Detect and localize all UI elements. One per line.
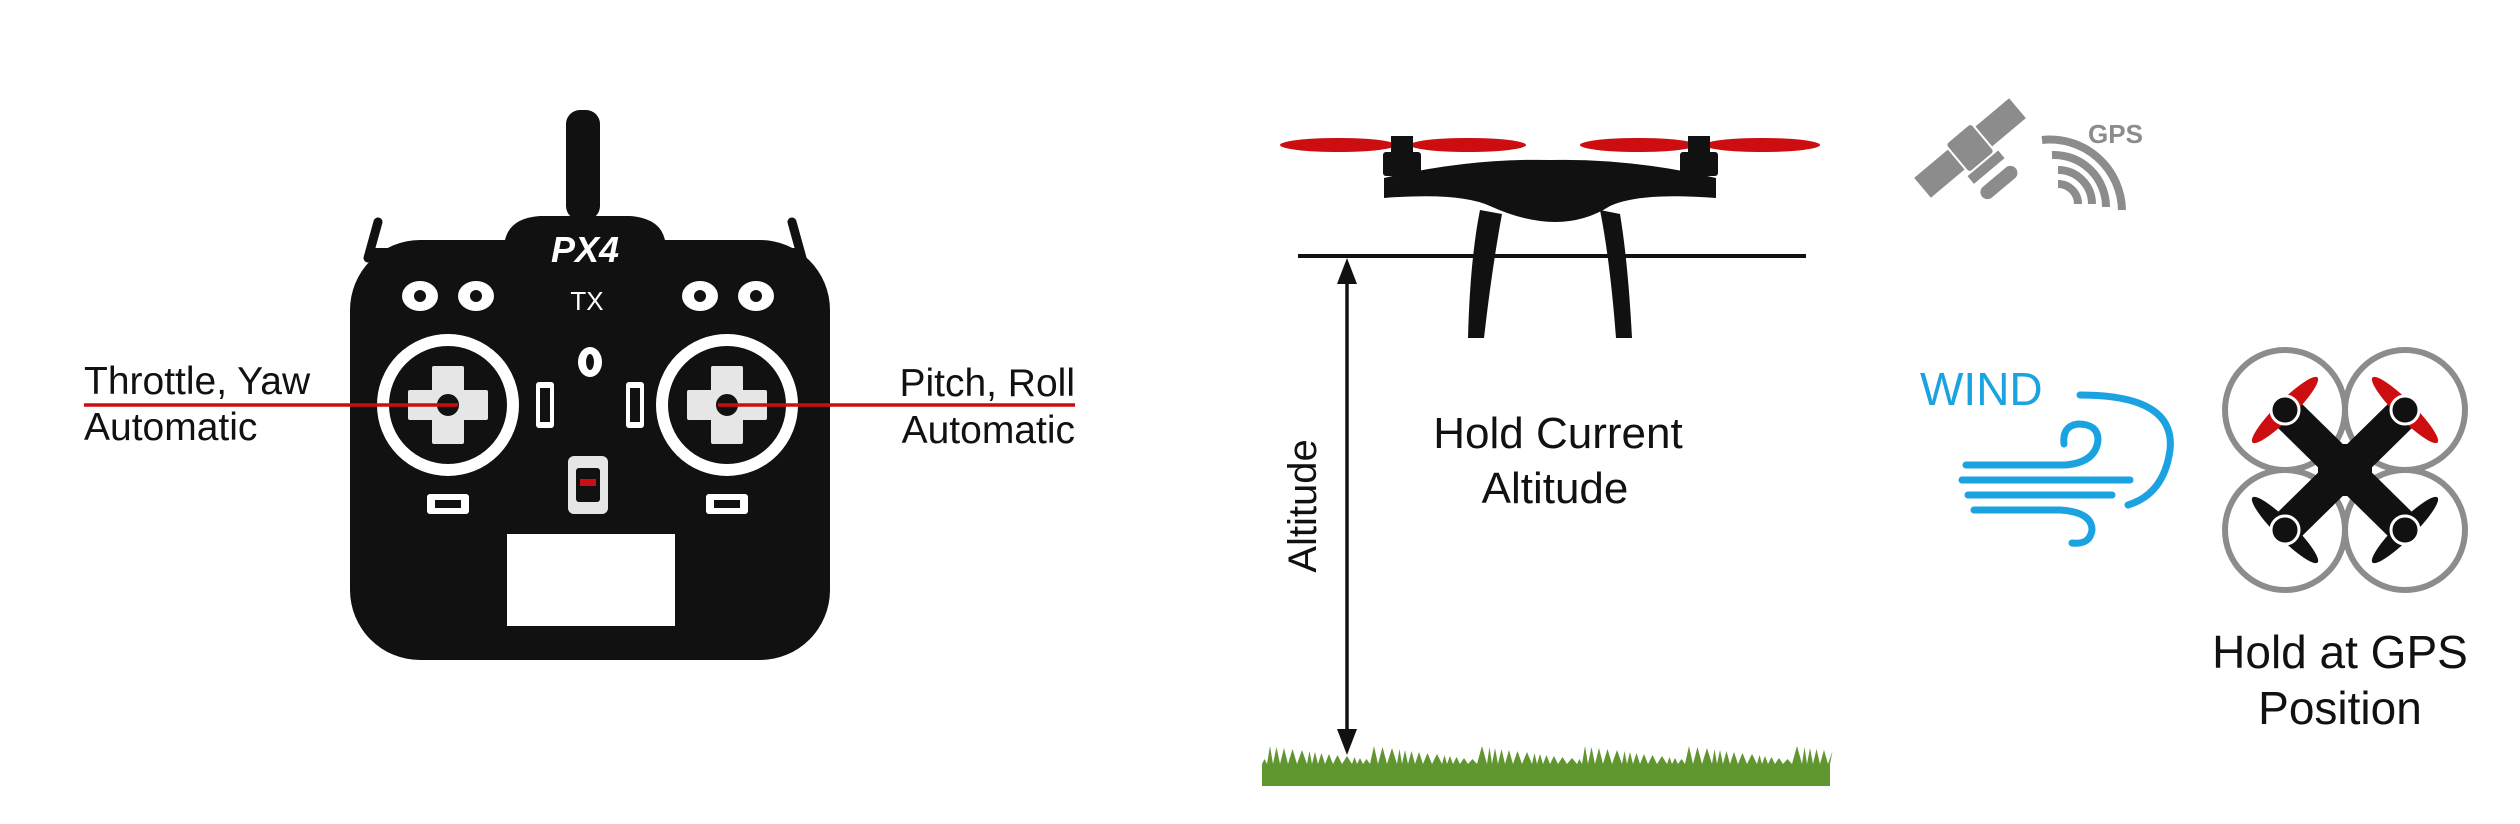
gps-label: GPS xyxy=(2088,119,2143,149)
position-caption-line2: Position xyxy=(2258,682,2422,734)
left-switch-icon xyxy=(363,217,383,263)
drone-side-view-icon xyxy=(1280,136,1820,338)
position-caption-line1: Hold at GPS xyxy=(2212,626,2468,678)
altitude-caption-line2: Altitude xyxy=(1482,464,1629,513)
wind-label: WIND xyxy=(1920,363,2043,415)
brand-logo: PX4 xyxy=(551,229,619,270)
left-stick-mode: Automatic xyxy=(84,406,257,449)
wind-icon xyxy=(1958,391,2174,547)
altitude-caption-line1: Hold Current xyxy=(1433,409,1682,458)
left-stick-label: Throttle, Yaw xyxy=(84,360,311,403)
rc-transmitter: PX4 TX xyxy=(84,110,1075,660)
antenna xyxy=(566,110,600,220)
transmitter-screen xyxy=(507,534,675,626)
model-label: TX xyxy=(570,286,603,316)
altitude-arrow xyxy=(1337,258,1357,755)
grass-ground xyxy=(1262,746,1833,786)
right-stick-label: Pitch, Roll xyxy=(899,362,1075,405)
right-switch-icon xyxy=(787,217,807,263)
top-knobs xyxy=(402,281,774,311)
quadcopter-top-view-icon xyxy=(2222,347,2468,593)
altitude-axis-label: Altitude xyxy=(1281,439,1325,572)
right-stick-mode: Automatic xyxy=(902,409,1075,452)
gps-satellite-icon xyxy=(1914,98,2126,211)
